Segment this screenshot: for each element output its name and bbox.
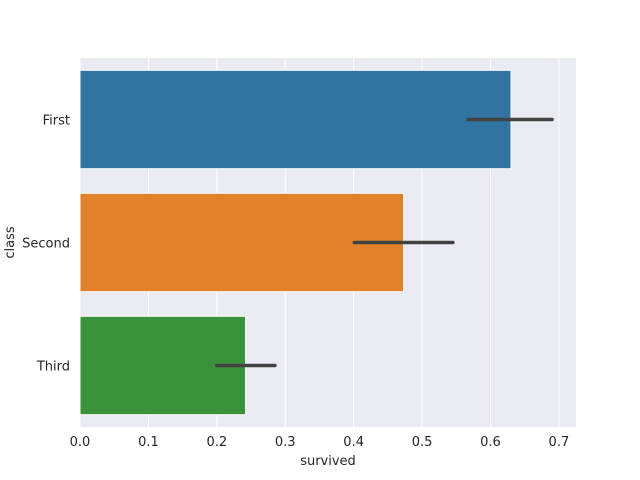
bars	[79, 69, 512, 416]
x-tick-label-1: 0.1	[138, 435, 159, 450]
x-axis-label: survived	[300, 454, 356, 469]
bar-third	[79, 315, 247, 416]
y-tick-label-first: First	[43, 114, 70, 129]
x-tick-label-5: 0.5	[412, 435, 433, 450]
y-tick-labels: First Second Third	[22, 114, 70, 375]
y-tick-label-third: Third	[36, 360, 70, 375]
x-tick-label-6: 0.6	[480, 435, 501, 450]
bar-second	[79, 192, 405, 293]
x-tick-label-3: 0.3	[275, 435, 296, 450]
error-bars	[215, 117, 554, 368]
y-axis-label: class	[3, 226, 18, 258]
x-tick-label-2: 0.2	[206, 435, 227, 450]
x-tick-label-7: 0.7	[549, 435, 570, 450]
y-tick-label-second: Second	[22, 237, 70, 252]
bar-first	[79, 69, 512, 170]
x-tick-label-0: 0.0	[70, 435, 91, 450]
x-tick-labels: 0.0 0.1 0.2 0.3 0.4 0.5 0.6 0.7	[70, 435, 570, 450]
x-tick-label-4: 0.4	[343, 435, 364, 450]
